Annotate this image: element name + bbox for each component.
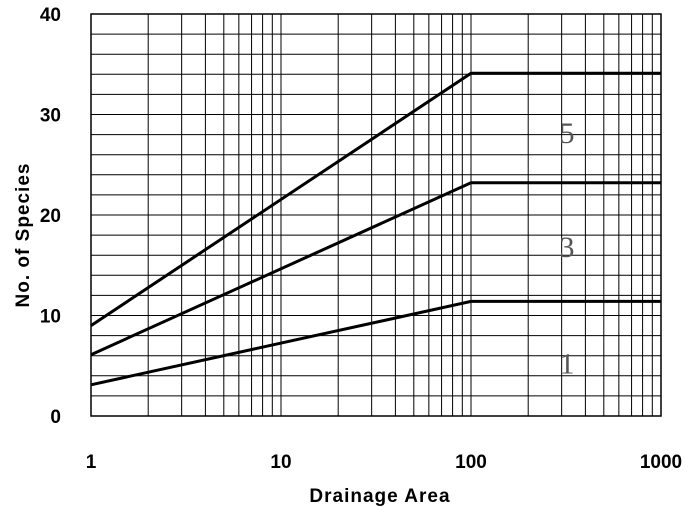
y-axis-title: No. of Species <box>13 163 34 308</box>
y-tick-label: 10 <box>40 307 61 328</box>
x-tick-labels: 1 10 100 1000 <box>86 452 682 473</box>
series-label-1: 1 <box>559 348 574 381</box>
series-lines <box>90 71 661 387</box>
y-tick-label: 0 <box>50 407 61 428</box>
y-tick-labels: 0 10 20 30 40 <box>40 5 61 428</box>
x-tick-label: 10 <box>270 452 291 473</box>
series-line-1 <box>90 299 661 387</box>
y-tick-label: 40 <box>40 5 61 26</box>
y-tick-label: 30 <box>40 106 61 127</box>
plot-frame <box>90 13 662 417</box>
x-tick-label: 1000 <box>640 452 682 473</box>
x-axis-title: Drainage Area <box>309 486 450 507</box>
x-tick-label: 100 <box>455 452 487 473</box>
series-labels: 1 3 5 <box>559 117 574 381</box>
x-tick-label: 1 <box>86 452 97 473</box>
series-line-5 <box>90 71 661 327</box>
series-line-3 <box>90 181 661 357</box>
y-tick-label: 20 <box>40 206 61 227</box>
series-label-5: 5 <box>559 117 574 150</box>
series-label-3: 3 <box>559 231 574 264</box>
